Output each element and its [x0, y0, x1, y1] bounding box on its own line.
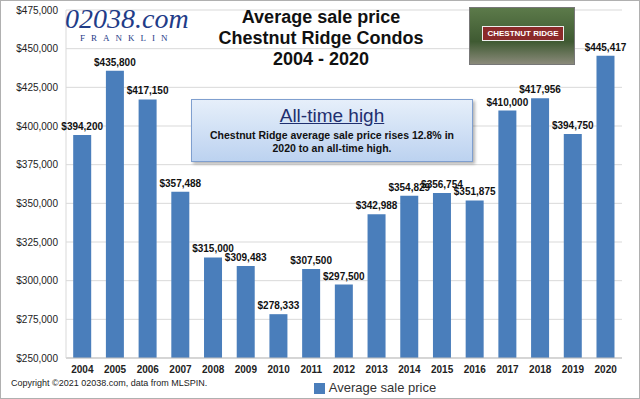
svg-text:2005: 2005 — [104, 364, 127, 375]
svg-text:2013: 2013 — [366, 364, 389, 375]
svg-text:2009: 2009 — [235, 364, 258, 375]
svg-text:2010: 2010 — [267, 364, 290, 375]
svg-text:$425,000: $425,000 — [16, 82, 58, 93]
svg-text:2008: 2008 — [202, 364, 225, 375]
html-text:Average sale price: Average sale price — [328, 380, 437, 395]
html-text:FRANKLIN: FRANKLIN — [80, 33, 174, 43]
svg-text:$394,750: $394,750 — [552, 120, 594, 131]
svg-text:2007: 2007 — [169, 364, 192, 375]
svg-text:2015: 2015 — [431, 364, 454, 375]
svg-text:$278,333: $278,333 — [258, 300, 300, 311]
svg-text:2004: 2004 — [71, 364, 94, 375]
html-text:CHESTNUT RIDGE: CHESTNUT RIDGE — [487, 29, 559, 38]
svg-text:2018: 2018 — [529, 364, 552, 375]
svg-text:2006: 2006 — [137, 364, 160, 375]
html-text:2004 - 2020: 2004 - 2020 — [273, 49, 369, 69]
svg-text:$356,754: $356,754 — [421, 178, 463, 190]
svg-text:$309,483: $309,483 — [225, 252, 267, 263]
svg-text:$354,829: $354,829 — [388, 181, 431, 193]
svg-text:$275,000: $275,000 — [16, 314, 58, 325]
html-text:Chestnut Ridge Condos: Chestnut Ridge Condos — [218, 28, 424, 48]
svg-text:$400,000: $400,000 — [16, 121, 58, 132]
svg-text:$450,000: $450,000 — [16, 43, 58, 54]
svg-text:2016: 2016 — [464, 364, 487, 375]
svg-text:$445,417: $445,417 — [585, 42, 627, 53]
svg-text:$350,000: $350,000 — [16, 198, 58, 209]
svg-text:$351,875: $351,875 — [454, 186, 496, 197]
svg-text:$475,000: $475,000 — [16, 5, 58, 16]
svg-text:2014: 2014 — [398, 364, 421, 375]
svg-text:2017: 2017 — [496, 364, 519, 375]
html-text:All-time high: All-time high — [279, 105, 385, 126]
svg-text:$325,000: $325,000 — [16, 237, 58, 248]
svg-text:$342,988: $342,988 — [356, 200, 398, 211]
svg-text:$250,000: $250,000 — [16, 353, 58, 364]
html-text:02038.com: 02038.com — [65, 3, 189, 34]
svg-text:$375,000: $375,000 — [16, 159, 58, 170]
svg-text:$307,500: $307,500 — [290, 255, 332, 266]
html-text:Chestnut Ridge average sale pr: Chestnut Ridge average sale price rises … — [210, 129, 454, 154]
svg-text:$417,150: $417,150 — [127, 85, 169, 96]
svg-text:$300,000: $300,000 — [16, 275, 58, 286]
html-text:Average sale price: Average sale price — [241, 7, 401, 27]
svg-text:$417,956: $417,956 — [519, 84, 561, 95]
svg-text:$410,000: $410,000 — [487, 97, 529, 108]
svg-text:$357,488: $357,488 — [159, 178, 201, 189]
svg-text:$297,500: $297,500 — [323, 271, 365, 282]
svg-text:$315,000: $315,000 — [192, 243, 234, 255]
svg-text:$394,200: $394,200 — [61, 121, 103, 132]
svg-text:2019: 2019 — [562, 364, 585, 375]
html-text:Copyright ©2021 02038.com, dat: Copyright ©2021 02038.com, data from MLS… — [11, 378, 208, 388]
svg-text:2020: 2020 — [595, 364, 618, 375]
svg-text:2011: 2011 — [300, 364, 322, 375]
svg-text:2012: 2012 — [333, 364, 356, 375]
svg-text:$435,800: $435,800 — [94, 57, 136, 68]
